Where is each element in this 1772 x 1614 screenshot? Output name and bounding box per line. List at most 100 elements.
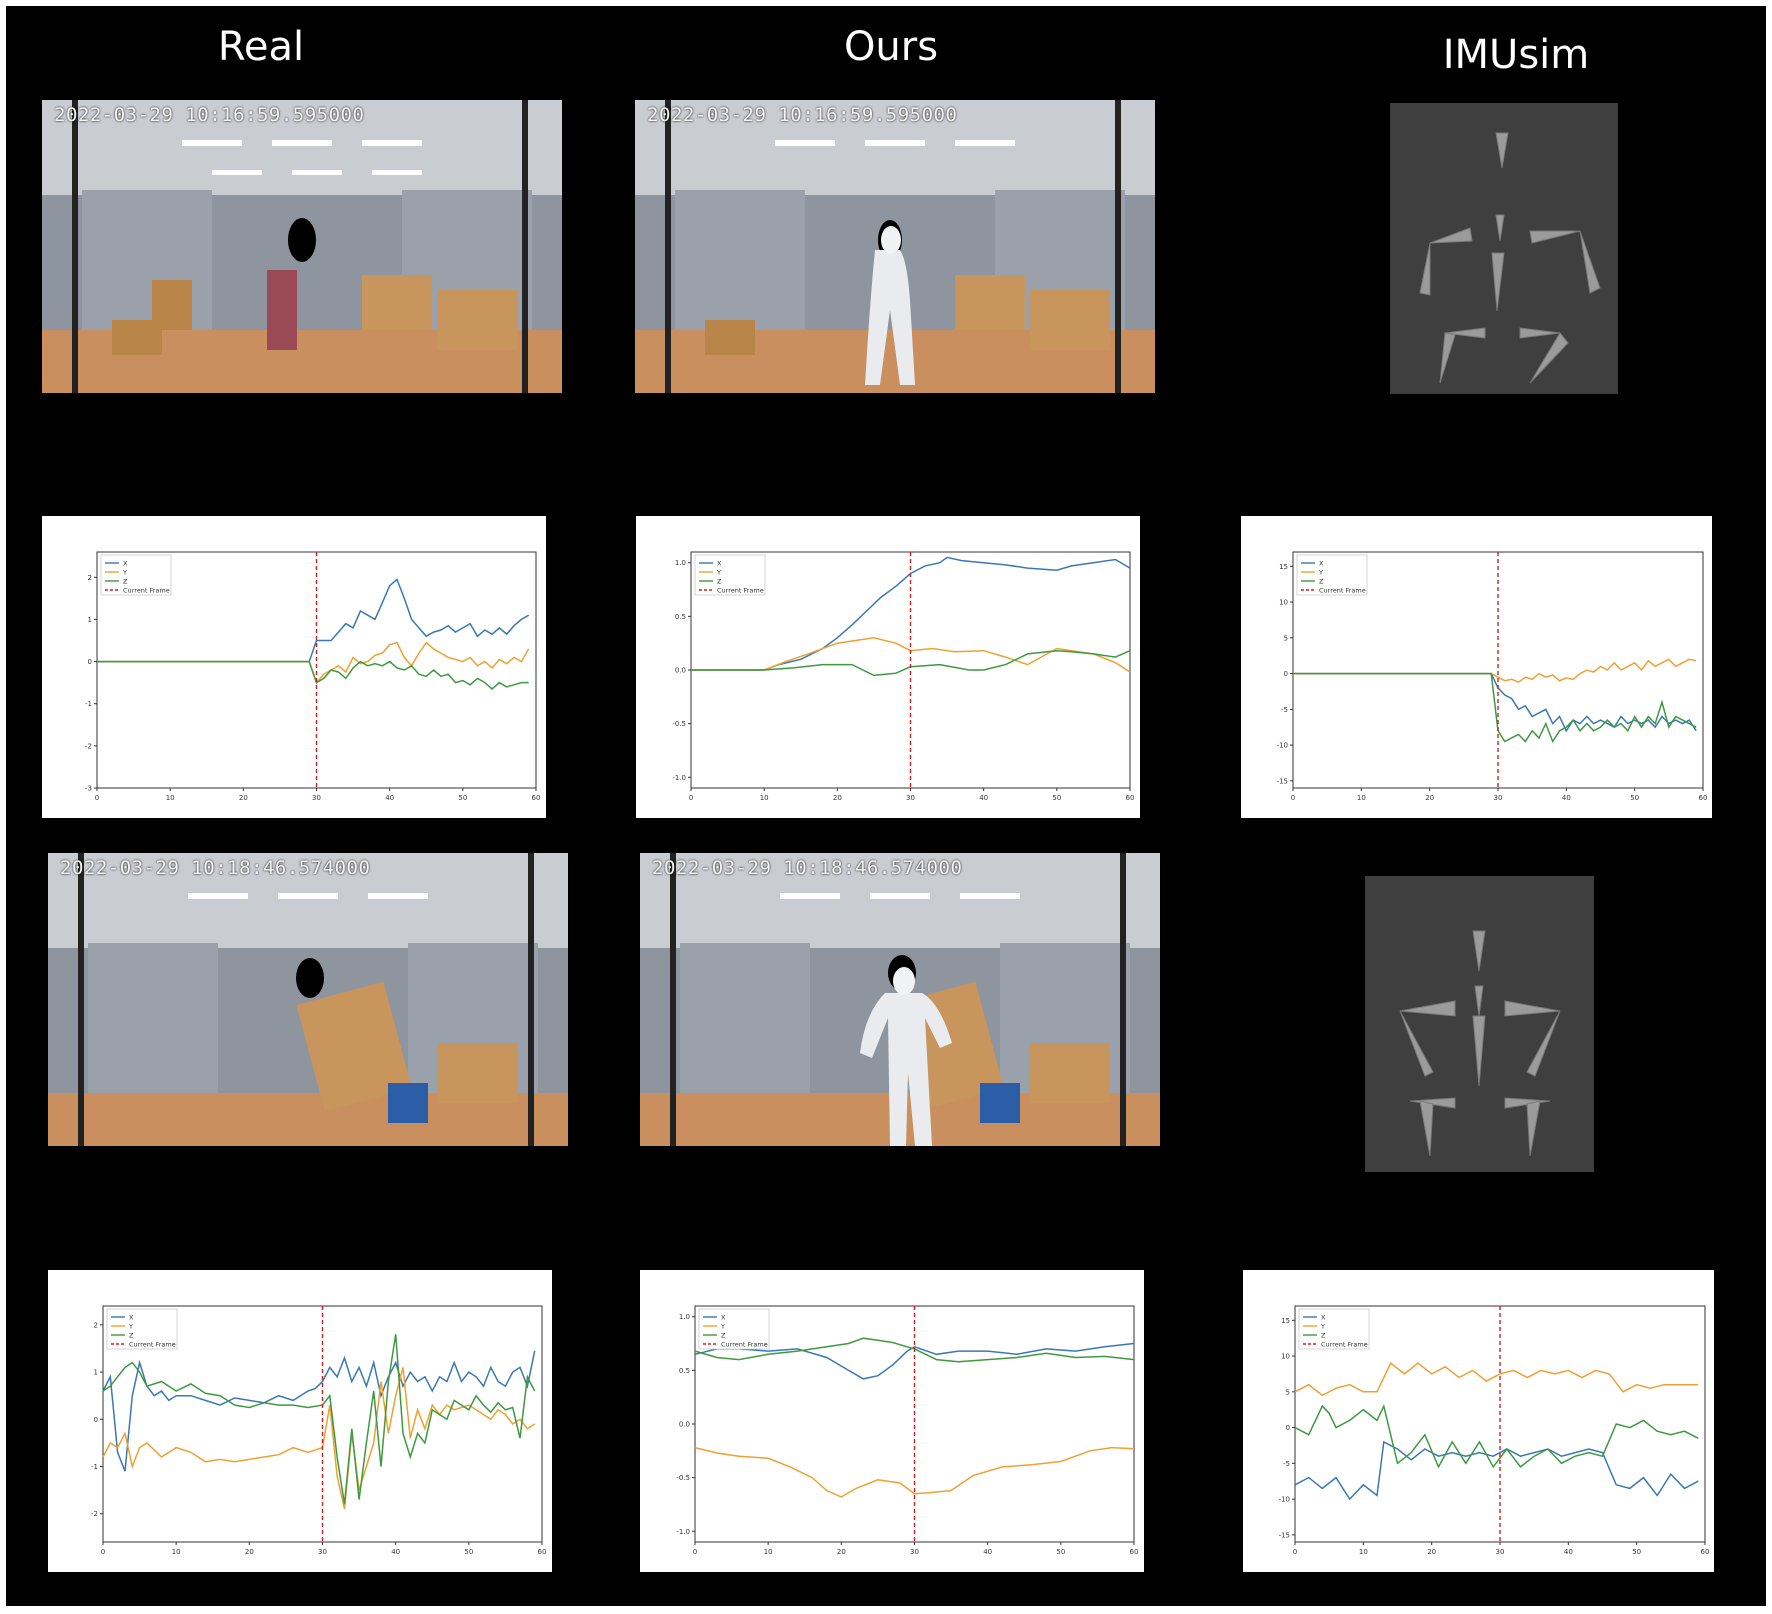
x-tick-label: 40: [979, 794, 988, 802]
x-tick-label: 10: [1359, 1548, 1368, 1556]
x-tick-label: 20: [239, 794, 248, 802]
y-tick-label: 2: [94, 1321, 98, 1329]
y-tick-label: -1: [91, 1463, 98, 1471]
x-tick-label: 50: [1630, 794, 1639, 802]
legend-box: [100, 554, 172, 596]
ours-video-frame-2: 2022-03-29 10:18:46.574000: [640, 853, 1160, 1146]
y-tick-label: -2: [91, 1510, 98, 1518]
y-tick-label: -1.0: [676, 1528, 690, 1536]
legend-label: Current Frame: [123, 587, 170, 595]
office-scene-image: [635, 100, 1155, 393]
legend-box: [698, 1308, 770, 1350]
plot-imusim-row1: 0 10 20 30 40 50 60 -15 -10 -5 0 5 10 15 X Y Z Current Fr…: [1241, 516, 1712, 818]
legend-box: [106, 1308, 178, 1350]
imusim-skeleton-panel-1: [1390, 103, 1618, 394]
column-title-ours: Ours: [843, 24, 939, 70]
legend-label: Current Frame: [721, 1341, 768, 1349]
series-line-x: [1293, 672, 1697, 733]
y-tick-label: -0.5: [672, 720, 686, 728]
y-tick-label: -15: [1277, 777, 1288, 785]
x-tick-label: 50: [1052, 794, 1061, 802]
imusim-skeleton-panel-2: [1365, 876, 1594, 1172]
x-tick-label: 60: [538, 1548, 547, 1556]
y-tick-label: 5: [1286, 1388, 1290, 1396]
legend-label: Z: [1321, 1332, 1326, 1340]
x-tick-label: 10: [172, 1548, 181, 1556]
y-tick-label: -5: [1283, 1460, 1290, 1468]
y-tick-label: -10: [1277, 742, 1288, 750]
office-scene-image: [640, 853, 1160, 1146]
y-tick-label: 10: [1279, 599, 1288, 607]
legend-label: Current Frame: [1319, 587, 1366, 595]
y-tick-label: 1: [94, 1369, 98, 1377]
x-tick-label: 0: [1293, 1548, 1297, 1556]
x-tick-label: 40: [1564, 1548, 1573, 1556]
series-line-z: [102, 1334, 536, 1505]
x-tick-label: 10: [1357, 794, 1366, 802]
office-scene-image: [48, 853, 568, 1146]
timestamp-overlay: 2022-03-29 10:18:46.574000: [60, 857, 371, 879]
line-chart: 0 10 20 30 40 50 60 -1.0 -0.5 0.0 0.5 1.0 XYZCurrent…: [676, 1305, 1139, 1556]
legend-label: Z: [123, 578, 128, 586]
real-video-frame-1: 2022-03-29 10:16:59.595000: [42, 100, 562, 393]
legend-box: [1298, 1308, 1370, 1350]
legend-label: Y: [1320, 1323, 1325, 1331]
legend-label: X: [123, 560, 128, 568]
y-tick-label: 1: [88, 616, 92, 624]
series-line-z: [97, 660, 529, 690]
legend-box: [694, 554, 766, 596]
y-tick-label: 0.5: [679, 1367, 690, 1375]
x-tick-label: 60: [1699, 794, 1708, 802]
legend-label: Current Frame: [1321, 1341, 1368, 1349]
plot-ours-row2: 0 10 20 30 40 50 60 -1.0 -0.5 0.0 0.5 1.0 X Y Z Current…: [640, 1270, 1144, 1572]
legend-label: Z: [717, 578, 722, 586]
ours-video-frame-1: 2022-03-29 10:16:59.595000: [635, 100, 1155, 393]
y-tick-label: -3: [85, 785, 92, 793]
x-tick-label: 60: [532, 794, 541, 802]
series-line-y: [1293, 658, 1697, 684]
series-line-x: [694, 1342, 1135, 1380]
column-title-imusim: IMUsim: [1442, 32, 1590, 78]
legend-label: X: [1321, 1314, 1326, 1322]
y-tick-label: 0.5: [675, 613, 686, 621]
plot-imusim-row2: 0 10 20 30 40 50 60 -15 -10 -5 0 5 10 15 X Y Z Current Fr…: [1243, 1270, 1714, 1572]
series-line-y: [102, 1367, 536, 1510]
y-tick-label: 0.0: [675, 667, 686, 675]
x-tick-label: 20: [837, 1548, 846, 1556]
y-tick-label: -10: [1279, 1496, 1290, 1504]
column-title-real: Real: [217, 24, 305, 70]
x-tick-label: 0: [689, 794, 693, 802]
y-tick-label: -5: [1281, 706, 1288, 714]
legend-label: Y: [716, 569, 721, 577]
timestamp-overlay: 2022-03-29 10:16:59.595000: [54, 104, 365, 126]
series-line-y: [1294, 1362, 1699, 1397]
timestamp-overlay: 2022-03-29 10:16:59.595000: [647, 104, 958, 126]
series-line-z: [1293, 672, 1697, 744]
x-tick-label: 60: [1130, 1548, 1139, 1556]
series-line-z: [694, 1337, 1135, 1363]
y-tick-label: -2: [85, 742, 92, 750]
y-tick-label: 1.0: [679, 1313, 690, 1321]
y-tick-label: -1.0: [672, 774, 686, 782]
x-tick-label: 20: [833, 794, 842, 802]
y-tick-label: 0: [94, 1416, 98, 1424]
x-tick-label: 30: [910, 1548, 919, 1556]
x-tick-label: 20: [1425, 794, 1434, 802]
legend-label: Z: [129, 1332, 134, 1340]
legend-label: Z: [721, 1332, 726, 1340]
y-tick-label: 15: [1279, 563, 1288, 571]
legend-label: Current Frame: [129, 1341, 176, 1349]
legend-box: [1296, 554, 1368, 596]
y-tick-label: -0.5: [676, 1474, 690, 1482]
legend-label: Z: [1319, 578, 1324, 586]
